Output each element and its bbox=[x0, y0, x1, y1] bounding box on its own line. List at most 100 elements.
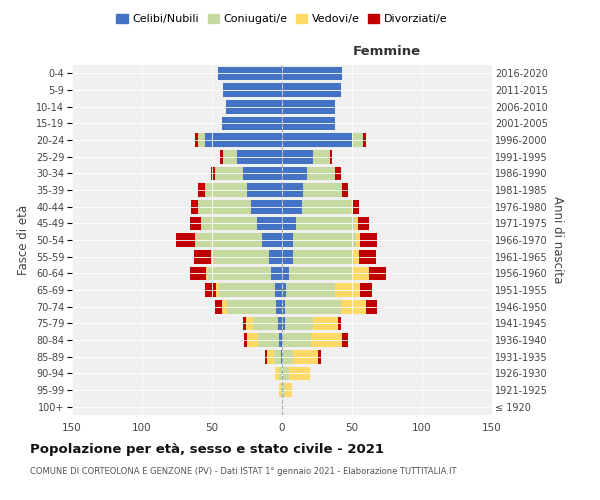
Bar bbox=[359, 250, 376, 264]
Text: COMUNE DI CORTEOLONA E GENZONE (PV) - Dati ISTAT 1° gennaio 2021 - Elaborazione : COMUNE DI CORTEOLONA E GENZONE (PV) - Da… bbox=[30, 468, 457, 476]
Bar bbox=[247, 333, 258, 347]
Bar bbox=[352, 266, 369, 280]
Y-axis label: Anni di nascita: Anni di nascita bbox=[551, 196, 565, 284]
Bar bbox=[282, 250, 293, 264]
Bar bbox=[282, 350, 293, 364]
Bar bbox=[282, 366, 289, 380]
Bar bbox=[342, 183, 348, 197]
Bar bbox=[205, 183, 247, 197]
Bar bbox=[282, 333, 283, 347]
Bar bbox=[190, 216, 201, 230]
Bar bbox=[282, 183, 303, 197]
Bar bbox=[245, 316, 253, 330]
Bar bbox=[190, 266, 206, 280]
Bar bbox=[215, 166, 243, 180]
Bar bbox=[361, 283, 371, 297]
Bar bbox=[356, 233, 361, 247]
Bar bbox=[282, 133, 352, 147]
Bar bbox=[369, 266, 386, 280]
Bar bbox=[335, 166, 341, 180]
Bar bbox=[251, 200, 282, 213]
Bar bbox=[198, 200, 251, 213]
Bar bbox=[293, 250, 352, 264]
Bar bbox=[366, 300, 377, 314]
Bar bbox=[279, 366, 282, 380]
Bar bbox=[226, 100, 282, 114]
Bar bbox=[269, 250, 282, 264]
Text: Femmine: Femmine bbox=[353, 45, 421, 58]
Bar bbox=[282, 200, 302, 213]
Bar bbox=[215, 300, 222, 314]
Bar bbox=[223, 150, 237, 164]
Bar bbox=[257, 216, 282, 230]
Bar bbox=[352, 133, 363, 147]
Bar bbox=[266, 350, 274, 364]
Bar bbox=[253, 316, 278, 330]
Text: Popolazione per età, sesso e stato civile - 2021: Popolazione per età, sesso e stato civil… bbox=[30, 442, 384, 456]
Bar bbox=[281, 350, 282, 364]
Bar bbox=[303, 183, 342, 197]
Bar bbox=[319, 350, 321, 364]
Bar bbox=[313, 150, 329, 164]
Bar bbox=[282, 266, 289, 280]
Bar bbox=[335, 283, 361, 297]
Bar bbox=[258, 333, 279, 347]
Bar bbox=[283, 333, 311, 347]
Bar bbox=[222, 116, 282, 130]
Bar bbox=[338, 316, 341, 330]
Bar bbox=[282, 383, 285, 397]
Bar bbox=[311, 333, 342, 347]
Bar bbox=[208, 266, 271, 280]
Bar bbox=[352, 250, 359, 264]
Bar bbox=[220, 150, 223, 164]
Bar bbox=[282, 166, 307, 180]
Bar bbox=[216, 283, 219, 297]
Bar bbox=[342, 333, 348, 347]
Bar bbox=[363, 133, 366, 147]
Bar bbox=[198, 133, 205, 147]
Y-axis label: Fasce di età: Fasce di età bbox=[17, 205, 31, 275]
Bar bbox=[296, 216, 355, 230]
Bar bbox=[285, 316, 313, 330]
Bar bbox=[285, 300, 341, 314]
Bar bbox=[205, 283, 216, 297]
Bar bbox=[307, 166, 335, 180]
Bar bbox=[282, 233, 293, 247]
Bar bbox=[313, 316, 338, 330]
Bar bbox=[195, 133, 198, 147]
Bar bbox=[211, 166, 215, 180]
Bar bbox=[218, 66, 282, 80]
Bar bbox=[358, 216, 369, 230]
Bar bbox=[282, 150, 313, 164]
Bar bbox=[198, 183, 205, 197]
Bar bbox=[244, 333, 247, 347]
Bar bbox=[285, 383, 292, 397]
Bar bbox=[265, 350, 266, 364]
Bar bbox=[223, 83, 282, 97]
Bar bbox=[243, 316, 245, 330]
Bar bbox=[286, 283, 335, 297]
Bar bbox=[293, 233, 356, 247]
Bar bbox=[279, 333, 282, 347]
Bar bbox=[227, 300, 277, 314]
Bar bbox=[341, 300, 366, 314]
Bar bbox=[176, 233, 195, 247]
Bar bbox=[247, 183, 282, 197]
Bar bbox=[353, 200, 359, 213]
Bar bbox=[281, 383, 282, 397]
Bar bbox=[237, 150, 282, 164]
Bar bbox=[282, 216, 296, 230]
Bar bbox=[243, 166, 282, 180]
Bar bbox=[191, 200, 198, 213]
Bar bbox=[206, 266, 208, 280]
Bar bbox=[282, 66, 342, 80]
Legend: Celibi/Nubili, Coniugati/e, Vedovi/e, Divorziati/e: Celibi/Nubili, Coniugati/e, Vedovi/e, Di… bbox=[113, 10, 451, 28]
Bar bbox=[282, 83, 341, 97]
Bar bbox=[361, 233, 377, 247]
Bar bbox=[282, 116, 335, 130]
Bar bbox=[274, 350, 281, 364]
Bar bbox=[211, 250, 269, 264]
Bar bbox=[222, 300, 227, 314]
Bar bbox=[293, 350, 319, 364]
Bar bbox=[271, 266, 282, 280]
